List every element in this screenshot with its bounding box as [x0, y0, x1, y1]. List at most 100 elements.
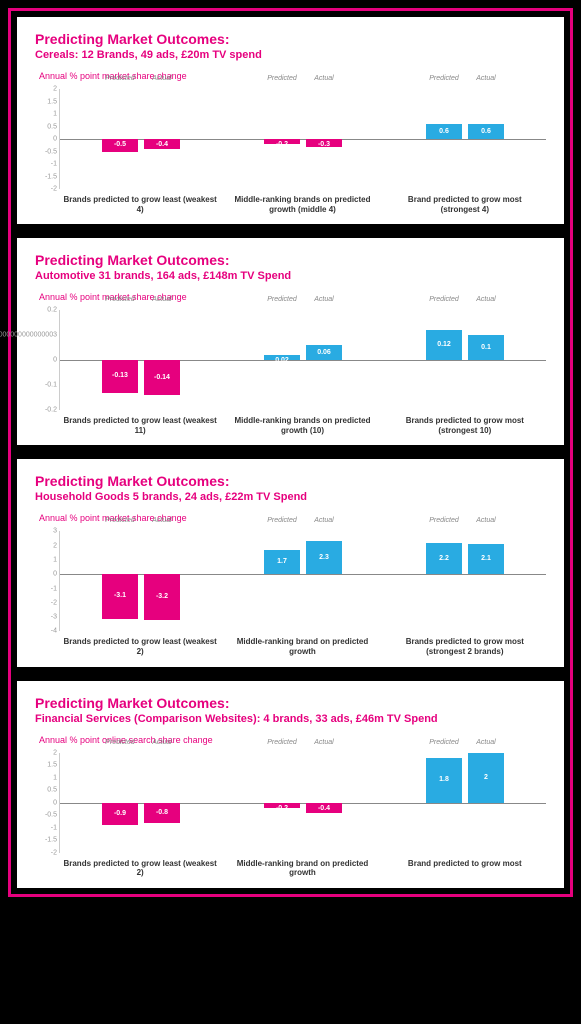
- series-label: Predicted: [426, 517, 462, 524]
- bar-value: 2.2: [426, 555, 462, 562]
- bar-wrap: Actual2.3: [306, 531, 342, 631]
- bar-wrap: Predicted0.02: [264, 310, 300, 410]
- series-label: Predicted: [264, 739, 300, 746]
- bar-value: -3.1: [102, 592, 138, 599]
- series-label: Predicted: [102, 296, 138, 303]
- group-label: Brands predicted to grow most (strongest…: [384, 416, 546, 435]
- tick-label: 0.5: [47, 787, 57, 794]
- y-ticks: -0.2-0.100.100000000000000030.2: [35, 310, 59, 410]
- bar-value: 2.3: [306, 554, 342, 561]
- bar-value: -0.9: [102, 810, 138, 817]
- panel-title: Predicting Market Outcomes:: [35, 473, 546, 489]
- bar-value: 0.6: [426, 128, 462, 135]
- tick-label: -0.5: [45, 148, 57, 155]
- series-label: Predicted: [102, 75, 138, 82]
- bar-value: -0.5: [102, 141, 138, 148]
- series-label: Predicted: [264, 75, 300, 82]
- tick-label: -2: [51, 186, 57, 193]
- bar-wrap: Actual-0.8: [144, 753, 180, 853]
- chart-area: -0.2-0.100.100000000000000030.2 Predicted…: [35, 310, 546, 410]
- group-label: Brand predicted to grow most: [384, 859, 546, 878]
- series-label: Actual: [468, 517, 504, 524]
- bar-value: -0.8: [144, 809, 180, 816]
- bar-wrap: Actual0.06: [306, 310, 342, 410]
- tick-label: -2: [51, 599, 57, 606]
- plot: Predicted-0.5Actual-0.4 Predicted-0.2 Actu…: [59, 89, 546, 189]
- bar-wrap: Actual2.1: [468, 531, 504, 631]
- tick-label: 0: [53, 571, 57, 578]
- bar-value: -0.2: [264, 141, 300, 148]
- panel-title: Predicting Market Outcomes:: [35, 252, 546, 268]
- bar-wrap: Predicted2.2: [426, 531, 462, 631]
- chart-panel: Predicting Market Outcomes: Household Goo…: [17, 459, 564, 666]
- bar-wrap: Actual0.6: [468, 89, 504, 189]
- group-labels: Brands predicted to grow least (weakest …: [59, 637, 546, 656]
- panel-title: Predicting Market Outcomes:: [35, 31, 546, 47]
- panel-subtitle: Cereals: 12 Brands, 49 ads, £20m TV spen…: [35, 49, 546, 61]
- tick-label: 2: [53, 86, 57, 93]
- tick-label: 1: [53, 774, 57, 781]
- chart-panel: Predicting Market Outcomes: Cereals: 12 B…: [17, 17, 564, 224]
- series-label: Actual: [144, 75, 180, 82]
- bar-wrap: Predicted-0.2: [264, 89, 300, 189]
- bar-value: -3.2: [144, 593, 180, 600]
- tick-label: 1: [53, 111, 57, 118]
- bar-wrap: Actual-0.14: [144, 310, 180, 410]
- bar-group: Predicted0.02Actual0.06: [264, 310, 342, 410]
- bar-group: Predicted-0.2Actual-0.4: [264, 753, 342, 853]
- plot: Predicted-0.9Actual-0.8Predicted-0.2Actu…: [59, 753, 546, 853]
- bar-wrap: Predicted1.7: [264, 531, 300, 631]
- group-label: Brands predicted to grow most (strongest…: [384, 637, 546, 656]
- panel-subtitle: Household Goods 5 brands, 24 ads, £22m T…: [35, 491, 546, 503]
- bar-group: Predicted2.2Actual2.1: [426, 531, 504, 631]
- tick-label: -0.5: [45, 812, 57, 819]
- series-label: Actual: [468, 75, 504, 82]
- group-label: Middle-ranking brand on predicted growth: [221, 859, 383, 878]
- bar-wrap: Actual-3.2: [144, 531, 180, 631]
- series-label: Actual: [144, 296, 180, 303]
- tick-label: 0.5: [47, 123, 57, 130]
- tick-label: -3: [51, 614, 57, 621]
- group-labels: Brands predicted to grow least (weakest …: [59, 195, 546, 214]
- bar-value: 1.7: [264, 558, 300, 565]
- plot: Predicted-0.13Actual-0.14Predicted0.02Ac…: [59, 310, 546, 410]
- tick-label: 0.2: [47, 307, 57, 314]
- group-label: Brands predicted to grow least (weakest …: [59, 859, 221, 878]
- series-label: Actual: [144, 517, 180, 524]
- bar-group: Predicted-3.1Actual-3.2: [102, 531, 180, 631]
- bar-group: Predicted-0.5Actual-0.4: [102, 89, 180, 189]
- y-ticks: -4-3-2-10123: [35, 531, 59, 631]
- tick-label: -2: [51, 849, 57, 856]
- chart-panel: Predicting Market Outcomes:Automotive 31…: [17, 238, 564, 445]
- bar-wrap: Predicted-3.1: [102, 531, 138, 631]
- tick-label: 3: [53, 528, 57, 535]
- group-labels: Brands predicted to grow least (weakest …: [59, 859, 546, 878]
- group-label: Middle-ranking brand on predicted growth: [221, 637, 383, 656]
- bar-value: 2.1: [468, 555, 504, 562]
- group-label: Middle-ranking brands on predicted growt…: [221, 416, 383, 435]
- y-ticks: -2-1.5-1-0.500.511.52: [35, 89, 59, 189]
- series-label: Predicted: [102, 517, 138, 524]
- bar-wrap: Actual-0.4: [144, 89, 180, 189]
- tick-label: -4: [51, 628, 57, 635]
- bar-wrap: Actual0.1: [468, 310, 504, 410]
- bar-group: Predicted-0.9Actual-0.8: [102, 753, 180, 853]
- tick-label: -1: [51, 824, 57, 831]
- bar-value: 0.12: [426, 341, 462, 348]
- bar-group: Predicted-0.13Actual-0.14: [102, 310, 180, 410]
- bar-group: Predicted0.6Actual0.6: [426, 89, 504, 189]
- bar-value: -0.2: [264, 805, 300, 812]
- chart-area: -2-1.5-1-0.500.511.52Predicted-0.5Actual…: [35, 89, 546, 189]
- bar-wrap: Predicted-0.5: [102, 89, 138, 189]
- bar-group: Predicted1.7Actual2.3: [264, 531, 342, 631]
- bar-value: -0.4: [144, 141, 180, 148]
- tick-label: 1.5: [47, 762, 57, 769]
- group-label: Brands predicted to grow least (weakest …: [59, 416, 221, 435]
- bar-value: -0.3: [306, 141, 342, 148]
- series-label: Predicted: [102, 739, 138, 746]
- tick-label: 2: [53, 542, 57, 549]
- bar-wrap: Actual2: [468, 753, 504, 853]
- tick-label: 0: [53, 799, 57, 806]
- series-label: Actual: [144, 739, 180, 746]
- tick-label: -1: [51, 585, 57, 592]
